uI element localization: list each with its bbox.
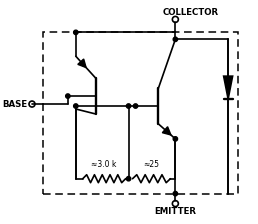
- Text: EMITTER: EMITTER: [154, 207, 196, 216]
- Circle shape: [126, 104, 131, 108]
- Circle shape: [173, 37, 178, 41]
- Circle shape: [173, 137, 178, 141]
- Circle shape: [126, 177, 131, 181]
- Text: ≈25: ≈25: [143, 160, 159, 169]
- Polygon shape: [224, 76, 233, 99]
- Polygon shape: [162, 127, 171, 135]
- Circle shape: [74, 30, 78, 34]
- Text: COLLECTOR: COLLECTOR: [162, 8, 218, 17]
- Text: BASE: BASE: [3, 99, 28, 109]
- Circle shape: [74, 104, 78, 108]
- Circle shape: [66, 94, 70, 98]
- Circle shape: [173, 192, 178, 196]
- Text: ≈3.0 k: ≈3.0 k: [91, 160, 116, 169]
- Polygon shape: [78, 59, 86, 68]
- Circle shape: [133, 104, 138, 108]
